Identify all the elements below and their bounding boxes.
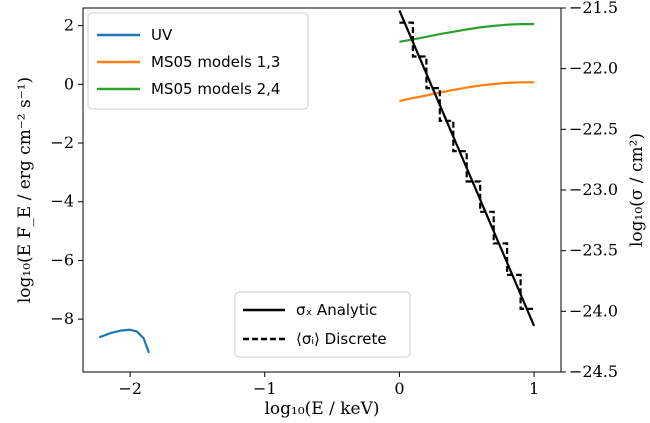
legend-label-ms05-13: MS05 models 1,3 — [151, 53, 280, 71]
legend-label-uv: UV — [151, 26, 173, 44]
y-axis-left-label: log₁₀(E F_E / erg cm⁻² s⁻¹) — [15, 77, 35, 303]
series-line-4 — [399, 21, 535, 310]
series-line-1 — [399, 81, 535, 103]
ticks-layer: −2 −1 0 1 −8 −6 −4 −2 0 2 −24.5 −24.0 −23.5 −23.0 −22.… — [50, 0, 618, 398]
y-left-tick-label: −2 — [50, 133, 74, 152]
legend-upper-box — [87, 12, 309, 110]
y-left-tick-label: 0 — [64, 74, 74, 93]
y-right-tick-label: −23.0 — [569, 180, 618, 199]
y-left-tick-label: −4 — [50, 192, 74, 211]
legend-label-ms05-24: MS05 models 2,4 — [151, 80, 280, 98]
y-axis-right-label: log₁₀(σ / cm²) — [627, 133, 647, 247]
legend-lower: σₓ Analytic ⟨σᵢ⟩ Discrete — [234, 291, 411, 358]
y-left-tick-label: −6 — [50, 250, 74, 269]
y-right-tick-label: −24.0 — [569, 301, 618, 320]
y-right-tick-label: −24.5 — [569, 362, 618, 381]
x-tick-label: 0 — [394, 379, 404, 398]
x-tick-label: −1 — [253, 379, 277, 398]
y-right-tick-label: −21.5 — [569, 0, 618, 17]
legend-lower-box — [234, 291, 411, 358]
y-left-tick-label: −8 — [50, 309, 74, 328]
y-right-tick-label: −22.0 — [569, 59, 618, 78]
x-tick-label: −2 — [118, 379, 142, 398]
x-axis-label: log₁₀(E / keV) — [264, 399, 379, 419]
series-layer — [98, 9, 536, 354]
legend-label-analytic: σₓ Analytic — [296, 301, 377, 319]
series-line-0 — [98, 328, 151, 354]
y-right-tick-label: −23.5 — [569, 241, 618, 260]
y-left-tick-label: 2 — [64, 16, 74, 35]
y-right-tick-label: −22.5 — [569, 119, 618, 138]
x-tick-label: 1 — [529, 379, 539, 398]
legend-label-discrete: ⟨σᵢ⟩ Discrete — [296, 330, 387, 348]
series-line-2 — [399, 23, 535, 43]
legend-upper: UV MS05 models 1,3 MS05 models 2,4 — [87, 12, 309, 110]
